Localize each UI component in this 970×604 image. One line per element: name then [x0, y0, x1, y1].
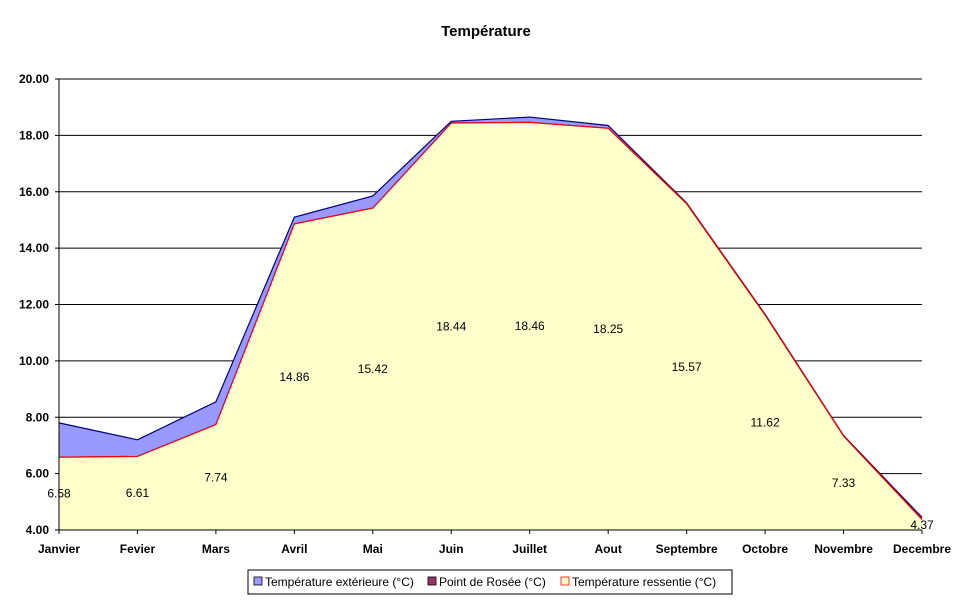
- data-labels: 6.58 6.61 7.74 14.86 15.42 18.44 18.46 18.25 15.…: [47, 319, 934, 532]
- data-label: 7.74: [204, 470, 228, 484]
- legend-label-ressentie: Température ressentie (°C): [572, 575, 716, 589]
- area-outline-series-2: [58, 121, 923, 520]
- data-label: 7.33: [832, 476, 856, 490]
- y-tick-label: 20.00: [19, 72, 49, 86]
- legend: Température extérieure (°C) Point de Ros…: [247, 569, 733, 595]
- y-tick-label: 4.00: [26, 523, 50, 537]
- area-series-2: [59, 122, 922, 530]
- data-label: 14.86: [279, 370, 309, 384]
- series-areas: [58, 116, 923, 530]
- data-label: 11.62: [751, 416, 780, 430]
- x-tick-label: Octobre: [742, 542, 788, 556]
- y-tick-label: 18.00: [19, 128, 49, 142]
- data-label: 4.37: [910, 518, 934, 532]
- x-tick-label: Mai: [363, 542, 383, 556]
- x-tick-label: Septembre: [656, 542, 718, 556]
- legend-label-exterieure: Température extérieure (°C): [265, 575, 414, 589]
- x-tick-label: Juin: [439, 542, 464, 556]
- x-tick-label: Janvier: [38, 542, 80, 556]
- legend-label-rosee: Point de Rosée (°C): [439, 575, 546, 589]
- y-tick-label: 16.00: [19, 185, 49, 199]
- y-tick-label: 6.00: [26, 467, 50, 481]
- legend-box: [247, 569, 733, 595]
- legend-swatch-ressentie: [560, 576, 570, 586]
- x-tick-label: Aout: [595, 542, 622, 556]
- chart-title: Température: [441, 23, 531, 40]
- x-tick-label: Juillet: [512, 542, 547, 556]
- data-label: 6.58: [47, 487, 71, 501]
- x-tick-label: Avril: [281, 542, 307, 556]
- x-axis-ticks: Janvier Fevier Mars Avril Mai Juin Juillet Aout…: [38, 530, 951, 556]
- x-tick-label: Fevier: [120, 542, 156, 556]
- data-label: 18.44: [436, 319, 466, 333]
- y-tick-label: 12.00: [19, 298, 49, 312]
- y-tick-label: 10.00: [19, 354, 49, 368]
- x-tick-label: Novembre: [814, 542, 873, 556]
- x-tick-label: Decembre: [893, 542, 951, 556]
- data-label: 6.61: [126, 486, 150, 500]
- x-tick-label: Mars: [202, 542, 230, 556]
- y-tick-label: 14.00: [19, 241, 49, 255]
- y-axis-ticks: 4.00 6.00 8.00 10.00 12.00 14.00 16.00 18.00 20.…: [19, 72, 59, 537]
- data-label: 15.42: [358, 362, 388, 376]
- y-tick-label: 8.00: [26, 410, 50, 424]
- legend-swatch-exterieure: [253, 576, 263, 586]
- data-label: 15.57: [672, 360, 702, 374]
- data-label: 18.46: [515, 319, 545, 333]
- data-label: 18.25: [593, 322, 623, 336]
- legend-swatch-rosee: [427, 576, 437, 586]
